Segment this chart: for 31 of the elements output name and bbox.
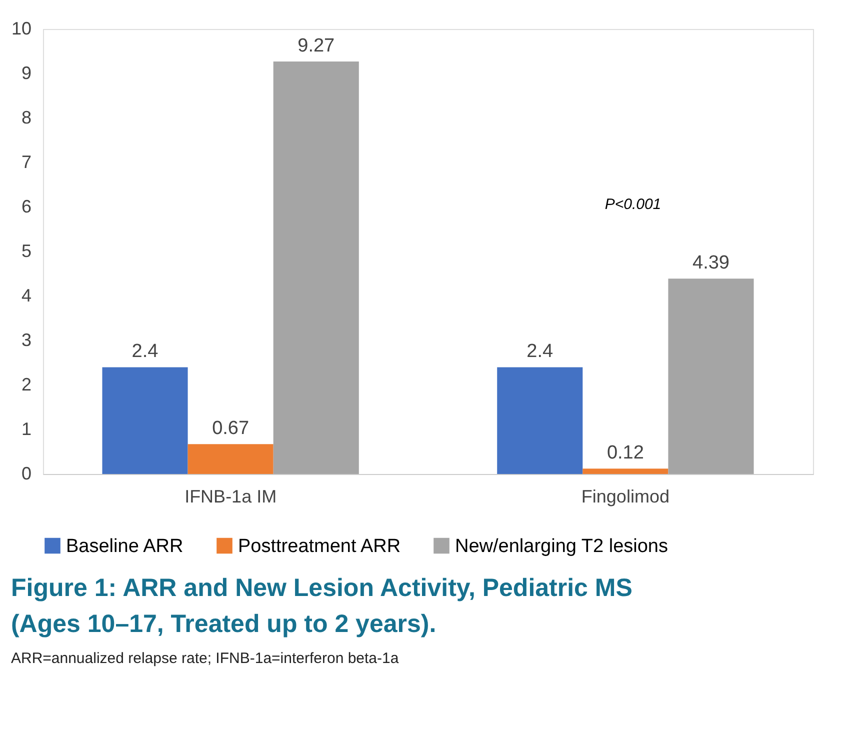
- y-tick-label: 4: [21, 286, 32, 306]
- data-label: 4.39: [692, 252, 730, 274]
- y-tick-label: 6: [21, 196, 32, 216]
- data-label: 0.12: [606, 442, 644, 464]
- legend-label: New/enlarging T2 lesions: [455, 536, 668, 557]
- bar: [582, 468, 668, 474]
- text: ARR=annualized relapse rate; IFNB-1a=interferon beta-1a: [10, 650, 400, 667]
- bar: [273, 61, 359, 474]
- bar: [102, 367, 188, 474]
- x-tick-label: Fingolimod: [581, 486, 670, 506]
- y-tick-label: 8: [21, 108, 32, 128]
- y-tick-label: 9: [21, 63, 32, 83]
- x-tick-label: IFNB-1a IM: [184, 486, 277, 506]
- text: Figure 1: ARR and New Lesion Activity, Pediatric MS (Ages 10–17, Treated up to 2 years).: [10, 574, 632, 638]
- data-label: 2.4: [132, 341, 159, 362]
- legend-label: Posttreatment ARR: [238, 536, 401, 557]
- y-tick-label: 5: [21, 241, 32, 261]
- y-tick-label: 7: [21, 152, 32, 172]
- data-label: 2.4: [526, 341, 554, 362]
- data-label: 0.67: [212, 418, 250, 440]
- y-tick-label: 1: [21, 419, 32, 439]
- bar: [188, 444, 274, 474]
- legend-label: Baseline ARR: [66, 536, 184, 557]
- y-tick-label: 2: [21, 374, 32, 394]
- annotation: P<0.001: [604, 196, 662, 213]
- y-tick-label: 0: [21, 464, 32, 484]
- y-tick-label: 3: [21, 330, 32, 350]
- bar: [497, 367, 583, 474]
- bar: [668, 278, 754, 474]
- y-tick-label: 10: [11, 18, 32, 38]
- data-label: 9.27: [298, 35, 335, 56]
